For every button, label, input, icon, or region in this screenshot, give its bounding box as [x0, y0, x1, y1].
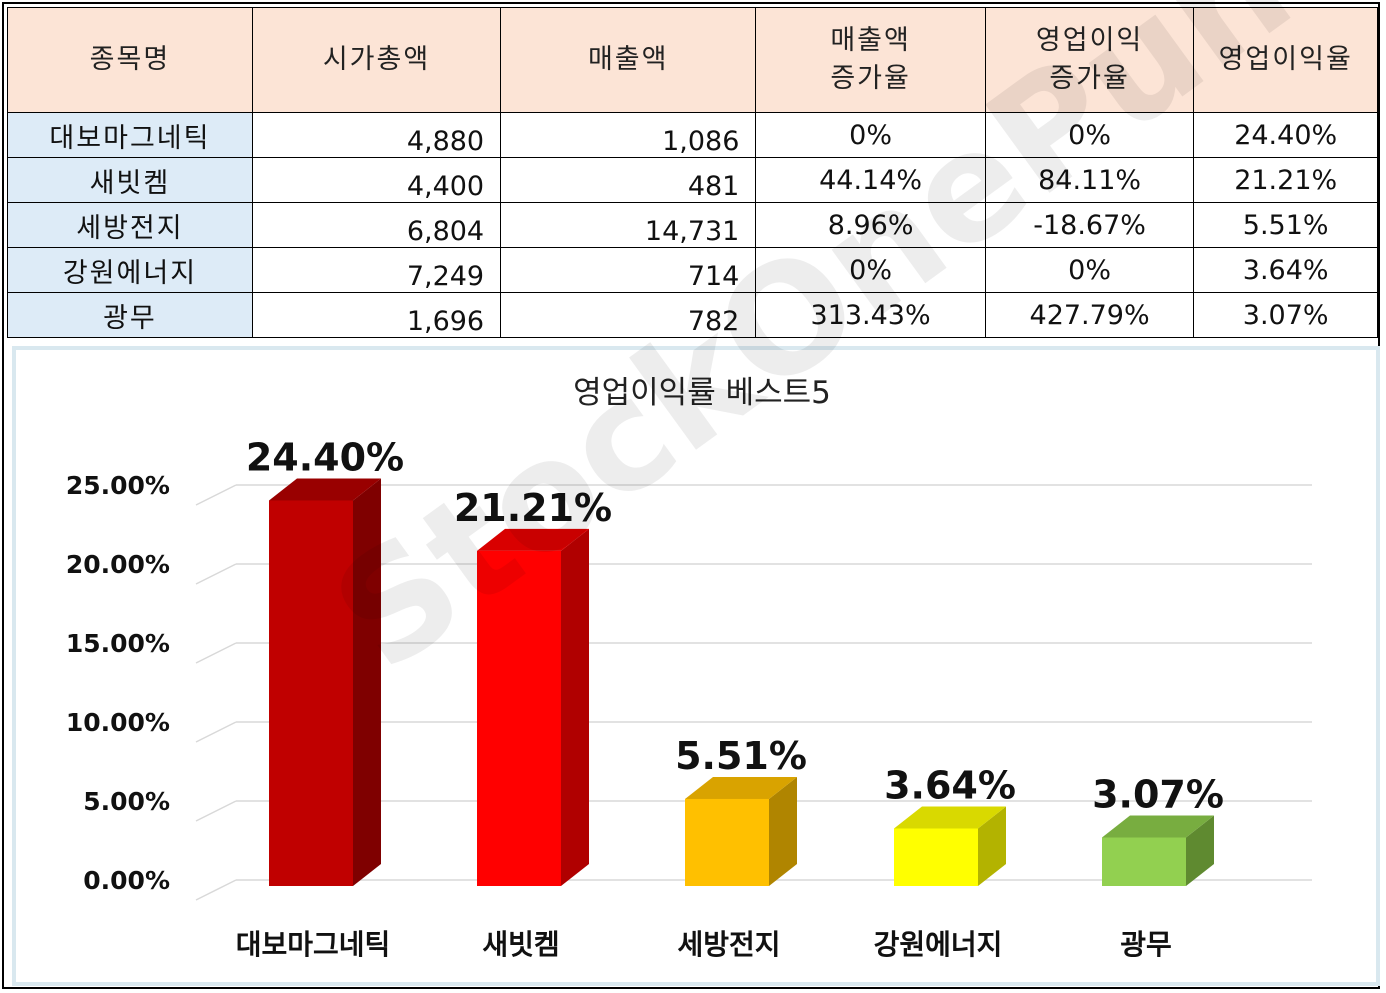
- bar-side: [561, 528, 589, 886]
- table-header-row: 종목명 시가총액 매출액 매출액 증가율 영업이익 증가율 영업이익율: [7, 7, 1378, 113]
- gridline-depth: [195, 879, 237, 901]
- bar: [1102, 837, 1186, 886]
- bar-side: [978, 806, 1006, 886]
- cell-revenue-growth: 44.14%: [755, 157, 986, 203]
- gridline-depth: [195, 484, 237, 506]
- cell-name: 광무: [7, 292, 253, 338]
- data-label: 5.51%: [675, 734, 807, 778]
- bar-top: [894, 806, 1006, 829]
- gridline-depth: [195, 563, 237, 585]
- cell-op-margin: 3.64%: [1193, 247, 1378, 293]
- header-op-margin: 영업이익율: [1193, 7, 1378, 113]
- bar-chart: 영업이익률 베스트5 0.00% 5.00% 10.00% 15.00% 20.00% 25…: [66, 375, 1312, 961]
- table-row: 새빗켐 4,400 481 44.14% 84.11% 21.21%: [7, 157, 1378, 203]
- gridline-depth: [195, 642, 237, 664]
- y-tick-label: 10.00%: [66, 708, 170, 737]
- table-row: 대보마그네틱 4,880 1,086 0% 0% 24.40%: [7, 112, 1378, 158]
- bar: [477, 550, 561, 886]
- data-label: 24.40%: [246, 435, 404, 479]
- chart-panel: 영업이익률 베스트5 0.00% 5.00% 10.00% 15.00% 20.00% 25…: [12, 346, 1380, 986]
- stock-table: 종목명 시가총액 매출액 매출액 증가율 영업이익 증가율 영업이익율 대보마그…: [7, 7, 1378, 338]
- y-tick-label: 20.00%: [66, 550, 170, 579]
- cell-revenue-growth: 313.43%: [755, 292, 986, 338]
- bar-top: [685, 776, 797, 799]
- header-name: 종목명: [7, 7, 253, 113]
- cell-market-cap: 6,804: [251, 202, 502, 248]
- x-tick-label: 새빗켐: [482, 928, 559, 961]
- header-revenue-growth: 매출액 증가율: [755, 7, 986, 113]
- cell-op-margin: 3.07%: [1193, 292, 1378, 338]
- cell-op-margin: 24.40%: [1193, 112, 1378, 158]
- cell-revenue: 481: [500, 157, 757, 203]
- gridline-depth: [195, 721, 237, 743]
- cell-op-growth: 427.79%: [984, 292, 1195, 338]
- cell-revenue: 1,086: [500, 112, 757, 158]
- cell-op-growth: 84.11%: [984, 157, 1195, 203]
- cell-name: 새빗켐: [7, 157, 253, 203]
- data-label: 21.21%: [454, 486, 612, 530]
- bar-side: [353, 478, 381, 886]
- cell-market-cap: 4,880: [251, 112, 502, 158]
- y-tick-label: 15.00%: [66, 629, 170, 658]
- cell-name: 강원에너지: [7, 247, 253, 293]
- table-row: 세방전지 6,804 14,731 8.96% -18.67% 5.51%: [7, 202, 1378, 248]
- bar: [685, 798, 769, 886]
- x-tick-label: 광무: [1120, 928, 1172, 961]
- table-row: 강원에너지 7,249 714 0% 0% 3.64%: [7, 247, 1378, 293]
- bar-top: [1102, 815, 1214, 838]
- data-label: 3.07%: [1092, 772, 1224, 816]
- cell-market-cap: 4,400: [251, 157, 502, 203]
- cell-revenue: 782: [500, 292, 757, 338]
- cell-name: 대보마그네틱: [7, 112, 253, 158]
- cell-revenue-growth: 0%: [755, 112, 986, 158]
- cell-op-growth: -18.67%: [984, 202, 1195, 248]
- cell-revenue: 14,731: [500, 202, 757, 248]
- cell-revenue: 714: [500, 247, 757, 293]
- cell-op-margin: 5.51%: [1193, 202, 1378, 248]
- bar-top: [477, 528, 589, 551]
- bar: [894, 828, 978, 886]
- x-tick-label: 강원에너지: [874, 928, 1003, 961]
- cell-name: 세방전지: [7, 202, 253, 248]
- gridline-depth: [195, 800, 237, 822]
- cell-revenue-growth: 8.96%: [755, 202, 986, 248]
- y-tick-label: 0.00%: [83, 866, 170, 895]
- bar-top: [269, 478, 381, 501]
- header-op-growth: 영업이익 증가율: [984, 7, 1195, 113]
- cell-op-margin: 21.21%: [1193, 157, 1378, 203]
- chart-title: 영업이익률 베스트5: [573, 375, 831, 411]
- header-revenue: 매출액: [500, 7, 757, 113]
- cell-market-cap: 1,696: [251, 292, 502, 338]
- cell-op-growth: 0%: [984, 112, 1195, 158]
- x-tick-label: 대보마그네틱: [236, 928, 391, 961]
- cell-market-cap: 7,249: [251, 247, 502, 293]
- bar-side: [769, 776, 797, 886]
- y-tick-label: 5.00%: [83, 787, 170, 816]
- bar-side: [1186, 815, 1214, 886]
- x-tick-label: 세방전지: [677, 928, 780, 961]
- bar: [269, 500, 353, 886]
- cell-op-growth: 0%: [984, 247, 1195, 293]
- table-row: 광무 1,696 782 313.43% 427.79% 3.07%: [7, 292, 1378, 338]
- data-label: 3.64%: [884, 763, 1016, 807]
- cell-revenue-growth: 0%: [755, 247, 986, 293]
- header-market-cap: 시가총액: [251, 7, 502, 113]
- y-tick-label: 25.00%: [66, 471, 170, 500]
